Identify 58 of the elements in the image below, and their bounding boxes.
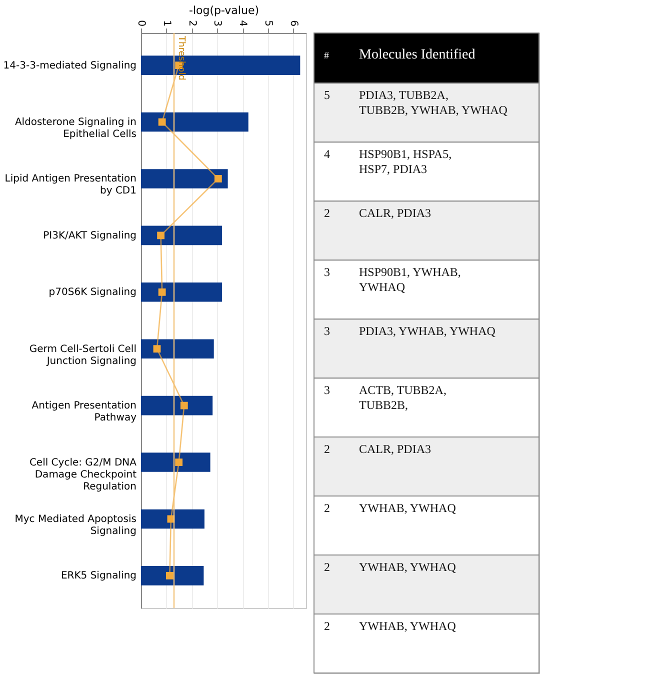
- text: PDIA3, YWHAB, YWHAQ: [359, 324, 496, 338]
- x-tick-label: 1: [160, 20, 172, 26]
- ref-line-label: Threshold: [176, 35, 186, 80]
- x-axis-title: -log(p-value): [188, 4, 260, 18]
- text: YWHAB, YWHAQ: [359, 619, 456, 634]
- text: 2: [324, 442, 330, 456]
- y-tick-label: Cell Cycle: G2/M DNA Damage Checkpoint Regulation: [29, 457, 137, 492]
- text: CALR, PDIA3: [359, 442, 432, 456]
- text: YWHAB, YWHAQ: [359, 501, 456, 516]
- y-tick-label: Lipid Antigen Presentation by CD1: [4, 174, 136, 197]
- bar: [141, 452, 210, 472]
- y-tick-label: 14-3-3-mediated Signaling: [3, 60, 136, 72]
- point: [214, 175, 222, 182]
- x-tick-label: 3: [212, 20, 223, 26]
- y-tick-label: ERK5 Signaling: [60, 570, 136, 582]
- bar: [141, 396, 213, 416]
- text: 2: [324, 560, 330, 574]
- text: HSP90B1, HSPA5, HSP7, PDIA3: [359, 147, 452, 176]
- text: 4: [324, 147, 330, 162]
- x-tick-label: 4: [237, 20, 248, 26]
- x-tick-label: 2: [186, 20, 198, 26]
- bar: [141, 509, 204, 529]
- text: 3: [324, 324, 330, 338]
- point: [166, 572, 174, 580]
- text: CALR, PDIA3: [359, 206, 432, 220]
- bar: [141, 226, 222, 246]
- bar: [141, 566, 204, 586]
- text: 3: [324, 265, 330, 280]
- text: PDIA3, TUBB2A, TUBB2B, YWHAB, YWHAQ: [359, 88, 508, 118]
- point: [157, 232, 165, 240]
- x-tick-label: 0: [136, 20, 146, 26]
- point: [153, 345, 161, 353]
- bar: [141, 112, 248, 132]
- bar: [141, 339, 214, 358]
- bar: [141, 282, 222, 302]
- bar: [141, 169, 228, 188]
- text: Molecules Identified: [359, 48, 476, 63]
- text: 2: [324, 501, 330, 516]
- y-tick-label: PI3K/AKT Signaling: [43, 230, 136, 242]
- y-tick-label: Antigen Presentation Pathway: [32, 400, 137, 424]
- y-tick-label: Aldosterone Signaling in Epithelial Cells: [14, 117, 136, 140]
- text: 2: [324, 206, 330, 220]
- text: YWHAB, YWHAQ: [359, 560, 456, 574]
- x-tick-label: 5: [262, 20, 274, 26]
- text: 3: [324, 383, 330, 398]
- text: #: [324, 50, 329, 62]
- y-tick-label: p70S6K Signaling: [48, 287, 136, 298]
- text: HSP90B1, YWHAB, YWHAQ: [359, 265, 461, 294]
- point: [175, 458, 183, 466]
- text: 2: [324, 619, 330, 634]
- text: 5: [324, 88, 330, 102]
- y-tick-label: Germ Cell-Sertoli Cell Junction Signaling: [29, 344, 136, 367]
- text: ACTB, TUBB2A, TUBB2B,: [359, 383, 446, 412]
- point: [158, 288, 166, 296]
- x-tick-label: 6: [288, 20, 299, 26]
- point: [180, 402, 188, 410]
- point: [158, 118, 166, 126]
- y-tick-label: Myc Mediated Apoptosis Signaling: [14, 514, 136, 537]
